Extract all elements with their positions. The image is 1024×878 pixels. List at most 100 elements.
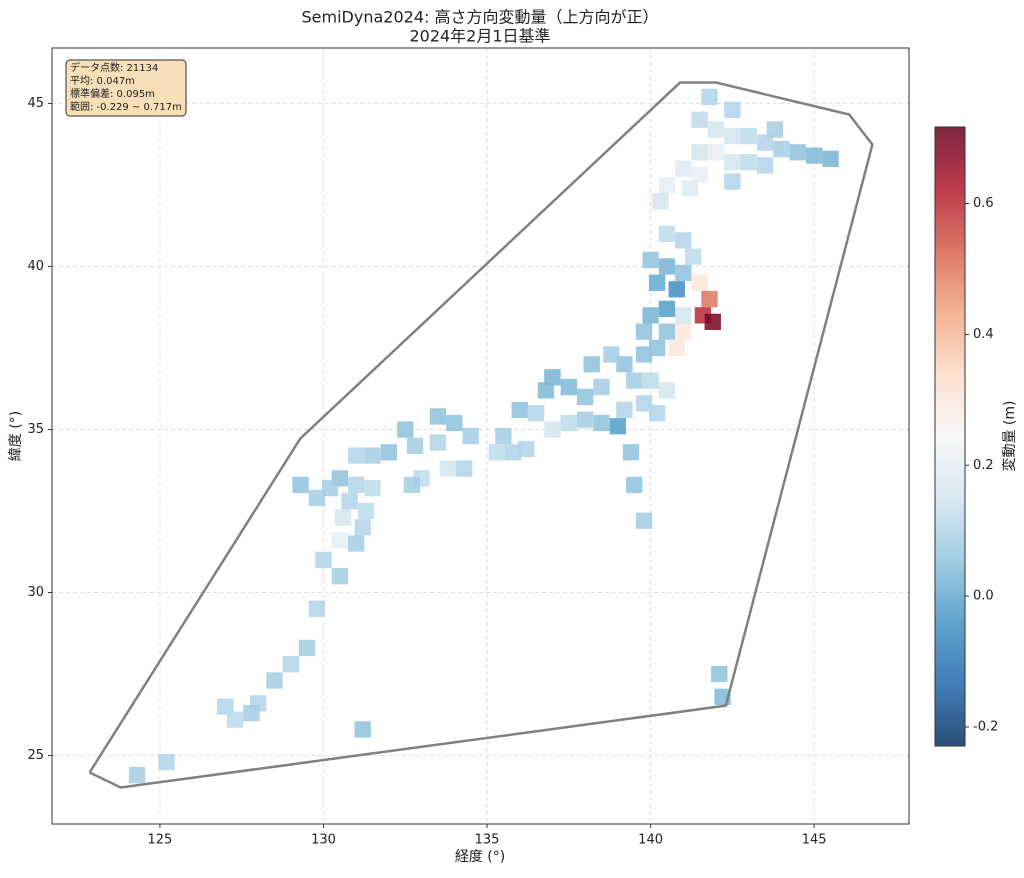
data-cell xyxy=(822,150,839,168)
data-cell xyxy=(724,173,741,190)
x-tick-label: 145 xyxy=(802,833,827,848)
data-cell xyxy=(527,405,545,422)
data-cell xyxy=(652,193,669,210)
data-cell xyxy=(348,535,365,552)
data-cell xyxy=(331,568,349,585)
data-cell xyxy=(505,444,522,461)
data-cell xyxy=(691,144,708,161)
data-cell xyxy=(675,160,692,177)
x-tick-label: 140 xyxy=(638,833,663,848)
data-cell xyxy=(403,476,420,494)
data-cell xyxy=(707,144,725,161)
stats-text: 標準偏差: 0.095m xyxy=(70,87,155,100)
data-cell xyxy=(658,225,676,242)
data-cell xyxy=(756,157,774,174)
data-cell xyxy=(691,111,708,128)
data-cell xyxy=(789,144,806,161)
data-cell xyxy=(341,493,358,510)
data-cell xyxy=(701,88,718,106)
data-cell xyxy=(397,421,414,438)
x-tick-label: 130 xyxy=(311,833,336,848)
data-cell xyxy=(658,323,676,340)
x-tick-label: 125 xyxy=(148,833,173,848)
data-cell xyxy=(724,153,741,171)
data-cell xyxy=(724,101,741,119)
data-cell xyxy=(622,444,640,461)
data-cell xyxy=(691,167,708,184)
data-cell xyxy=(701,290,718,308)
chart-subtitle: 2024年2月1日基準 xyxy=(409,27,550,46)
data-cell xyxy=(354,721,371,738)
data-cell xyxy=(642,372,659,389)
data-cell xyxy=(243,704,260,722)
data-cell xyxy=(266,672,283,689)
data-cell xyxy=(357,502,375,520)
colorbar-tick-label: -0.2 xyxy=(973,720,998,735)
data-cell xyxy=(462,427,479,445)
y-tick-label: 35 xyxy=(27,422,44,437)
data-cell xyxy=(511,401,528,419)
x-tick-label: 135 xyxy=(475,833,500,848)
data-cell xyxy=(635,395,653,412)
x-axis-label: 経度 (°) xyxy=(455,849,505,865)
data-cell xyxy=(635,512,653,529)
plot-frame xyxy=(51,47,910,825)
data-cell xyxy=(544,421,561,438)
data-cell xyxy=(348,447,365,464)
data-cell xyxy=(334,509,352,526)
data-cell xyxy=(681,180,699,197)
data-cell xyxy=(773,140,790,158)
data-cell xyxy=(158,753,175,771)
data-cell xyxy=(648,274,666,291)
data-cell xyxy=(635,346,653,363)
data-cell xyxy=(593,378,610,396)
data-cell xyxy=(583,356,600,373)
data-cell xyxy=(292,476,309,494)
data-cell xyxy=(544,369,561,386)
data-cell xyxy=(128,766,146,784)
stats-box xyxy=(65,59,187,117)
data-cell xyxy=(217,698,234,715)
colorbar-label: 変動量 (m) xyxy=(1001,400,1018,471)
data-cell xyxy=(675,307,692,324)
convex-hull xyxy=(88,81,874,789)
data-cell xyxy=(616,356,633,373)
data-cell xyxy=(518,440,535,458)
chart-title: SemiDyna2024: 高さ方向変動量（上方向が正） xyxy=(302,8,659,27)
data-cell xyxy=(308,600,326,617)
data-cell xyxy=(321,480,339,497)
data-cell xyxy=(691,274,708,291)
y-tick-label: 45 xyxy=(27,96,44,111)
data-cell xyxy=(488,444,506,461)
data-cell xyxy=(756,134,774,151)
data-cell xyxy=(282,656,299,673)
data-cell xyxy=(446,414,463,432)
data-cell xyxy=(707,121,725,138)
data-cell xyxy=(439,460,456,477)
y-tick-label: 30 xyxy=(27,585,44,600)
data-cell xyxy=(308,489,326,507)
data-cell xyxy=(642,307,659,324)
data-cell xyxy=(348,476,365,494)
data-cell xyxy=(609,418,627,435)
colorbar xyxy=(934,126,966,747)
data-cell xyxy=(603,346,620,363)
colorbar-tick-label: 0.4 xyxy=(973,327,994,342)
data-cell xyxy=(648,339,666,357)
data-cell xyxy=(626,372,643,389)
colorbar-tick-label: 0.0 xyxy=(973,589,994,604)
data-cell xyxy=(537,382,555,399)
stats-text: データ点数: 21134 xyxy=(70,61,158,74)
data-cell xyxy=(675,232,692,249)
data-cell xyxy=(668,281,685,298)
data-cell xyxy=(455,460,473,477)
data-cell xyxy=(560,414,577,432)
data-cell xyxy=(724,127,741,145)
data-cell xyxy=(495,427,512,445)
data-cell xyxy=(593,414,610,432)
data-cell xyxy=(576,388,594,406)
colorbar-tick-label: 0.6 xyxy=(973,196,994,211)
data-cell xyxy=(331,532,349,549)
data-cell xyxy=(626,476,643,494)
